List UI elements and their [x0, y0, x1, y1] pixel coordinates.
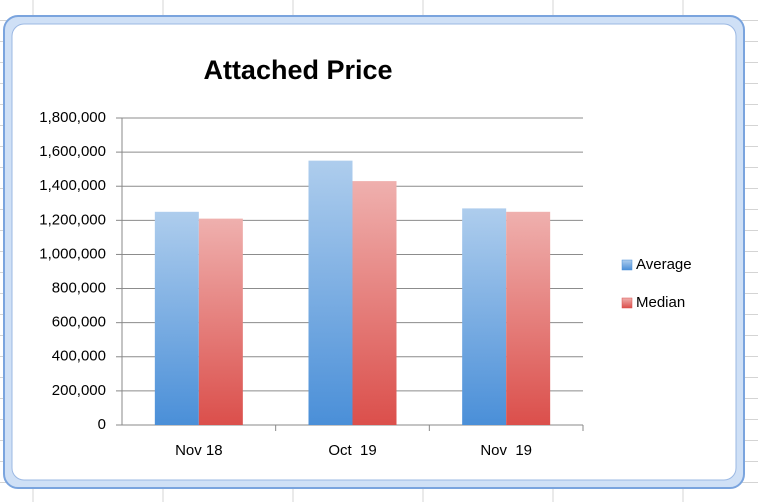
bar — [308, 160, 353, 425]
chart-title: Attached Price — [203, 55, 392, 85]
y-tick-label: 400,000 — [52, 348, 106, 365]
y-tick-label: 1,800,000 — [39, 109, 106, 126]
y-tick-label: 1,200,000 — [39, 211, 106, 228]
y-tick-label: 1,600,000 — [39, 143, 106, 160]
legend-swatch — [621, 259, 633, 271]
bar — [352, 181, 397, 425]
bar — [462, 208, 507, 425]
bar — [154, 211, 199, 425]
x-tick-label: Oct 19 — [328, 442, 376, 459]
legend-label: Average — [636, 256, 692, 273]
x-tick-label: Nov 19 — [480, 442, 532, 459]
x-tick-label: Nov 18 — [175, 442, 223, 459]
y-tick-label: 200,000 — [52, 382, 106, 399]
legend-swatch — [621, 297, 633, 309]
y-tick-label: 600,000 — [52, 314, 106, 331]
y-tick-label: 1,000,000 — [39, 245, 106, 262]
legend-label: Median — [636, 294, 685, 311]
bar — [198, 218, 243, 425]
y-tick-label: 800,000 — [52, 280, 106, 297]
y-tick-label: 1,400,000 — [39, 177, 106, 194]
y-tick-label: 0 — [98, 416, 106, 433]
bar — [506, 211, 551, 425]
